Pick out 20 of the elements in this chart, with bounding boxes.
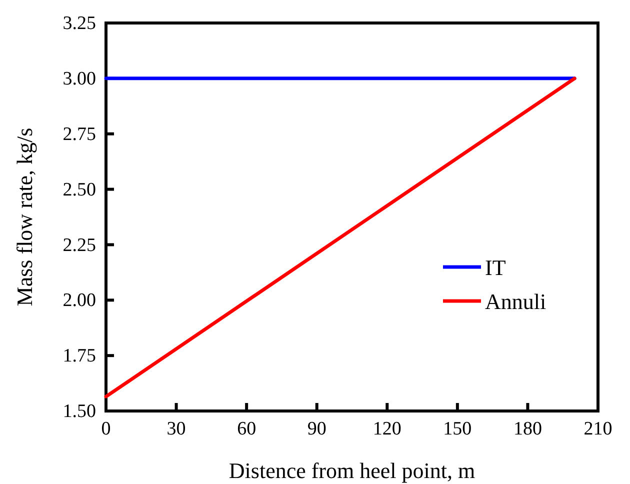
x-tick-label: 60 xyxy=(237,418,256,440)
x-tick-label: 210 xyxy=(584,418,612,440)
y-tick-label: 2.75 xyxy=(62,124,96,145)
y-tick-label: 2.25 xyxy=(62,234,96,256)
y-tick-label: 3.25 xyxy=(62,13,96,34)
y-tick-label: 1.50 xyxy=(62,401,96,422)
y-tick-label: 1.75 xyxy=(62,346,96,367)
x-tick-label: 90 xyxy=(307,418,326,440)
x-tick-label: 30 xyxy=(166,418,186,440)
y-tick-label: 3.00 xyxy=(62,68,96,90)
x-tick-label: 0 xyxy=(101,418,111,440)
x-axis-title: Distence from heel point, m xyxy=(228,458,476,483)
y-tick-label: 2.00 xyxy=(62,290,96,312)
x-tick-label: 180 xyxy=(513,418,542,440)
legend-label: Annuli xyxy=(485,289,546,314)
legend-label: IT xyxy=(485,255,506,280)
x-tick-label: 120 xyxy=(372,418,402,440)
y-tick-label: 2.50 xyxy=(62,179,96,200)
x-tick-label: 150 xyxy=(443,418,472,440)
y-axis-title: Mass flow rate, kg/s xyxy=(12,128,37,306)
